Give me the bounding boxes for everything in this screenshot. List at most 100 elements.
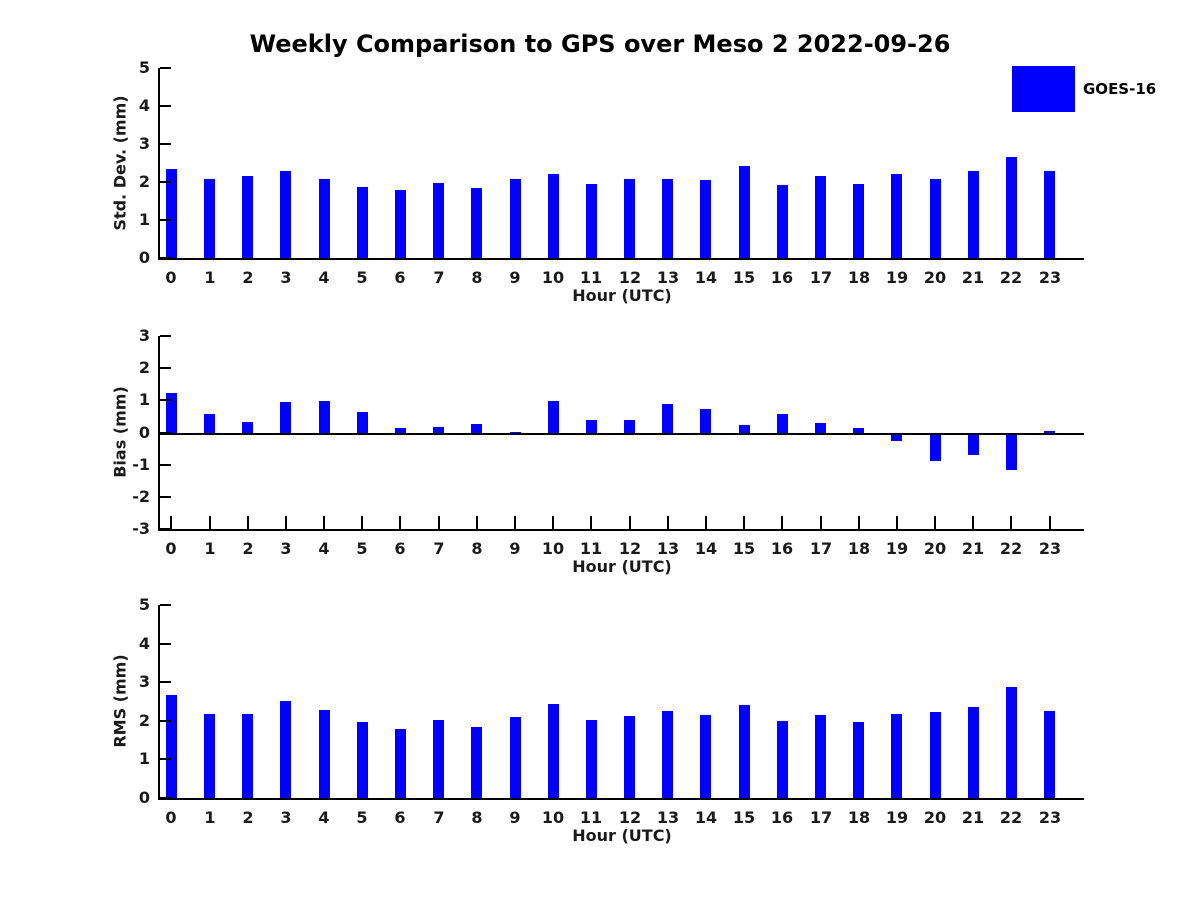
bar-hour-1 [204, 714, 215, 798]
bar-hour-3 [280, 402, 291, 434]
bar-hour-15 [739, 425, 750, 434]
y-tickmark [160, 399, 171, 401]
x-tick-label: 13 [656, 268, 680, 287]
y-tick-label: 2 [138, 711, 150, 730]
bar-hour-14 [700, 409, 711, 434]
y-tick-label: -3 [132, 519, 150, 538]
y-tickmark [160, 496, 171, 498]
x-tick-label: 0 [165, 268, 177, 287]
y-tickmark [160, 758, 171, 760]
x-tick-label: 16 [770, 808, 794, 827]
x-tick-label: 21 [961, 808, 985, 827]
y-tickmark [160, 720, 171, 722]
y-tickmark [160, 528, 171, 530]
bar-hour-10 [548, 704, 559, 798]
y-tick-label: 1 [138, 210, 150, 229]
x-tickmark [285, 516, 287, 529]
bar-hour-9 [510, 717, 521, 798]
y-tick-label: 0 [138, 248, 150, 267]
x-tickmark [552, 516, 554, 529]
y-axis-label: Std. Dev. (mm) [110, 95, 130, 231]
bar-hour-2 [242, 176, 253, 258]
x-tick-label: 23 [1038, 808, 1062, 827]
x-tickmark [209, 516, 211, 529]
x-tick-label: 9 [509, 808, 521, 827]
x-tickmark [896, 516, 898, 529]
bar-hour-9 [510, 179, 521, 258]
x-tick-label: 1 [204, 268, 216, 287]
bar-hour-4 [319, 401, 330, 434]
bar-hour-4 [319, 710, 330, 798]
bar-hour-11 [586, 184, 597, 258]
x-tick-label: 9 [509, 539, 521, 558]
x-tick-label: 11 [579, 268, 603, 287]
x-tick-label: 5 [356, 808, 368, 827]
y-tick-label: 1 [138, 749, 150, 768]
y-tickmark [160, 464, 171, 466]
x-tick-label: 0 [165, 808, 177, 827]
x-tick-label: 17 [809, 539, 833, 558]
bar-hour-6 [395, 729, 406, 798]
y-tick-label: 2 [138, 172, 150, 191]
bar-hour-23 [1044, 431, 1055, 434]
bar-hour-14 [700, 715, 711, 798]
bar-hour-17 [815, 176, 826, 258]
bar-hour-12 [624, 420, 635, 434]
x-tick-label: 18 [847, 539, 871, 558]
x-tick-label: 19 [885, 808, 909, 827]
bar-hour-20 [930, 434, 941, 461]
x-tick-label: 23 [1038, 539, 1062, 558]
bar-hour-9 [510, 432, 521, 434]
y-axis-spine [158, 68, 160, 258]
bar-hour-7 [433, 427, 444, 434]
bar-hour-16 [777, 414, 788, 434]
y-tickmark [160, 643, 171, 645]
bar-hour-10 [548, 174, 559, 258]
bar-hour-8 [471, 424, 482, 434]
x-tick-label: 19 [885, 539, 909, 558]
x-tick-label: 17 [809, 808, 833, 827]
y-tickmark [160, 367, 171, 369]
bar-hour-16 [777, 185, 788, 258]
x-tickmark [972, 516, 974, 529]
legend: GOES-16 [1012, 66, 1156, 112]
y-tick-label: 5 [138, 58, 150, 77]
bar-hour-2 [242, 422, 253, 434]
x-tick-label: 7 [433, 268, 445, 287]
bar-hour-8 [471, 188, 482, 258]
zero-line [158, 433, 1084, 435]
x-tickmark [1010, 516, 1012, 529]
bar-hour-18 [853, 722, 864, 798]
x-tick-label: 12 [618, 268, 642, 287]
y-tick-label: 3 [138, 672, 150, 691]
x-tick-label: 12 [618, 808, 642, 827]
x-tick-label: 11 [579, 808, 603, 827]
x-tick-label: 6 [394, 808, 406, 827]
x-tick-label: 18 [847, 808, 871, 827]
x-tickmark [934, 516, 936, 529]
bar-hour-1 [204, 179, 215, 258]
x-tick-label: 21 [961, 268, 985, 287]
x-tickmark [629, 516, 631, 529]
chart-title: Weekly Comparison to GPS over Meso 2 202… [249, 30, 951, 58]
bar-hour-19 [891, 714, 902, 798]
x-axis-spine [158, 798, 1084, 800]
y-tickmark [160, 181, 171, 183]
x-tickmark [705, 516, 707, 529]
x-tick-label: 20 [923, 539, 947, 558]
bar-hour-0 [166, 169, 177, 258]
bar-hour-2 [242, 714, 253, 798]
bar-hour-7 [433, 183, 444, 258]
legend-label: GOES-16 [1083, 80, 1157, 98]
x-tick-label: 22 [999, 539, 1023, 558]
x-tick-label: 22 [999, 808, 1023, 827]
bar-hour-14 [700, 180, 711, 258]
bar-hour-21 [968, 707, 979, 798]
y-tickmark [160, 143, 171, 145]
y-tick-label: 4 [138, 96, 150, 115]
x-tick-label: 7 [433, 808, 445, 827]
x-tick-label: 4 [318, 268, 330, 287]
x-tickmark [170, 516, 172, 529]
